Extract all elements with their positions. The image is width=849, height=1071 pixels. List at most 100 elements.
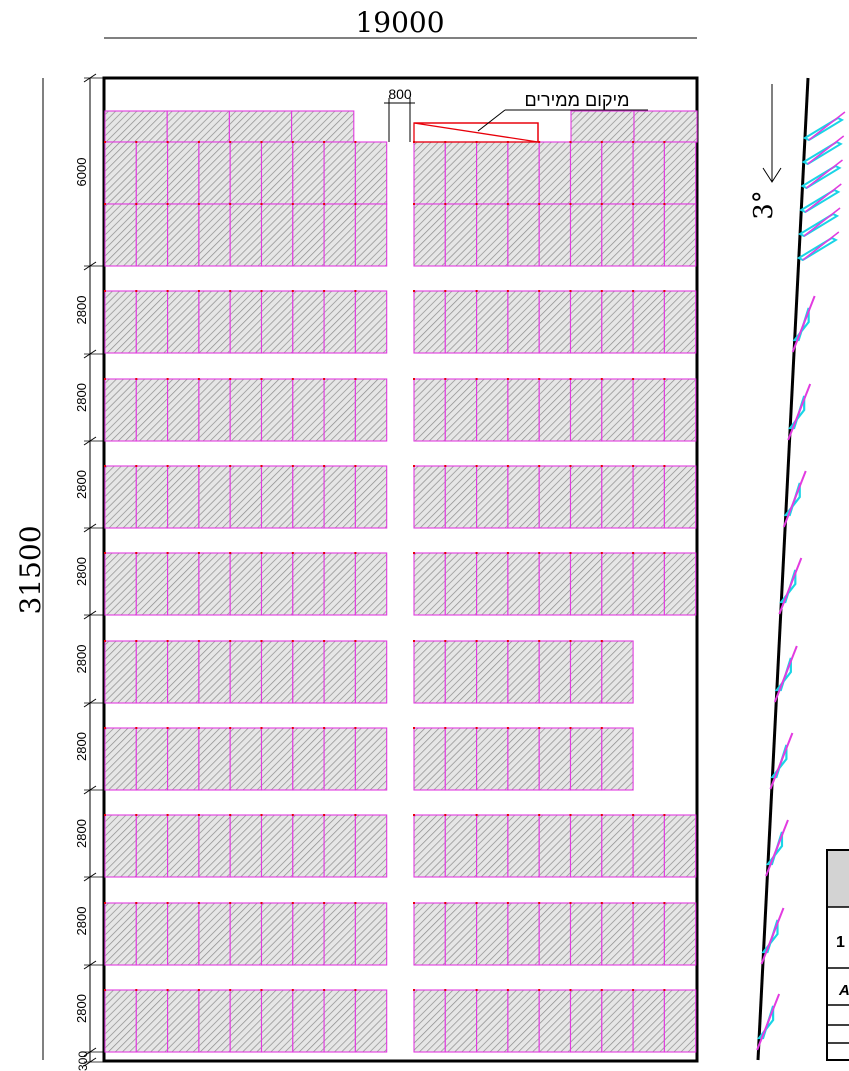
panel-left <box>229 141 263 205</box>
panel-left <box>354 141 388 205</box>
panel-left <box>260 141 294 205</box>
panel-clamp <box>323 989 326 991</box>
row-dimension-label: 2800 <box>74 732 89 761</box>
panel-left <box>198 465 231 529</box>
panel-right <box>413 290 446 354</box>
panel-clamp <box>444 290 447 292</box>
panel-edge <box>765 819 789 877</box>
info-table: 1 A <box>826 849 849 1061</box>
panel-clamp <box>197 989 200 991</box>
panel-clamp <box>413 465 415 467</box>
slope-arrow <box>762 84 782 183</box>
panel-left <box>198 378 231 442</box>
panel-edge <box>773 645 798 703</box>
panel-clamp <box>323 141 326 143</box>
panel-right <box>476 141 509 205</box>
panel-left <box>292 552 325 616</box>
panel-clamp <box>569 141 572 143</box>
left-dimension: 31500 <box>14 78 47 1060</box>
panel-clamp <box>354 640 357 642</box>
panel-landscape <box>633 110 698 143</box>
panel-clamp <box>260 640 263 642</box>
row-dimension-label: 2800 <box>74 819 89 848</box>
panel-clamp <box>600 727 603 729</box>
panel-right <box>601 727 634 791</box>
panel-clamp <box>229 203 232 205</box>
panel-left <box>198 814 231 878</box>
panel-clamp <box>569 465 572 467</box>
panel-right <box>632 378 665 442</box>
panel-right <box>413 989 446 1053</box>
bottom-dimension-label: 300 <box>76 1051 90 1071</box>
panel-clamp <box>197 552 200 554</box>
panel-left <box>354 989 388 1053</box>
panel-left <box>167 902 200 966</box>
panel-clamp <box>413 989 415 991</box>
panel-clamp <box>166 203 169 205</box>
panel-clamp <box>323 902 326 904</box>
panel-clamp <box>197 727 200 729</box>
panel-left <box>104 902 137 966</box>
panel-left <box>292 989 325 1053</box>
panel-edge <box>806 159 843 189</box>
panel-left <box>323 465 356 529</box>
panel-clamp <box>323 465 326 467</box>
panel-clamp <box>291 902 294 904</box>
panel-clamp <box>444 989 447 991</box>
panel-clamp <box>663 989 666 991</box>
panel-left <box>260 989 294 1053</box>
panel-landscape <box>291 110 355 143</box>
panel-clamp <box>135 552 138 554</box>
panel-left <box>167 290 200 354</box>
panel-left <box>260 290 294 354</box>
panel-left <box>135 814 169 878</box>
panel-clamp <box>260 141 263 143</box>
panel-right <box>538 290 572 354</box>
panel-clamp <box>506 989 509 991</box>
panel-left <box>323 378 356 442</box>
panel-right <box>507 203 540 267</box>
panel-left <box>167 141 200 205</box>
panel-clamp <box>166 727 169 729</box>
panel-left <box>354 640 388 704</box>
panel-right <box>444 727 478 791</box>
panel-clamp <box>229 989 232 991</box>
row-dimension-label: 2800 <box>74 645 89 674</box>
panel-right <box>601 814 634 878</box>
panel-right <box>538 203 572 267</box>
panel-right <box>569 378 603 442</box>
panel-right <box>663 141 697 205</box>
panel-clamp <box>444 465 447 467</box>
panel-right <box>569 203 603 267</box>
panel-right <box>663 814 697 878</box>
panel-left <box>354 465 388 529</box>
panel-left <box>292 814 325 878</box>
panel-left <box>354 203 388 267</box>
panel-left <box>354 552 388 616</box>
panel-left <box>354 727 388 791</box>
panel-clamp <box>569 902 572 904</box>
panel-edge <box>756 993 781 1051</box>
panel-left <box>135 989 169 1053</box>
panel-left <box>104 727 137 791</box>
panel-right <box>507 814 540 878</box>
panel-clamp <box>413 727 415 729</box>
panel-clamp <box>260 989 263 991</box>
panel-clamp <box>506 727 509 729</box>
panel-edge <box>760 907 785 965</box>
panel-edge <box>778 557 803 615</box>
panel-clamp <box>260 203 263 205</box>
row-dimension-label: 2800 <box>74 383 89 412</box>
panel-right <box>476 902 509 966</box>
panel-clamp <box>600 141 603 143</box>
panel-clamp <box>260 902 263 904</box>
panel-right <box>569 814 603 878</box>
tilt-section-view: 3° <box>749 77 846 1061</box>
panel-clamp <box>663 290 666 292</box>
panel-clamp <box>104 640 106 642</box>
panel-right <box>632 902 665 966</box>
panel-right <box>444 814 478 878</box>
panel-clamp <box>506 378 509 380</box>
panel-left <box>198 640 231 704</box>
